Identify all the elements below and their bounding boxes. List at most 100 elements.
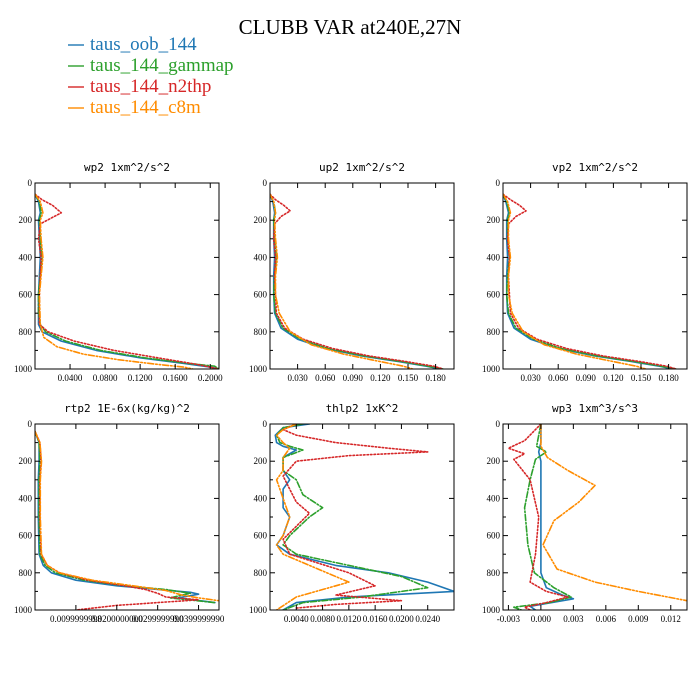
x-tick-label: 0.060 [548,373,569,383]
series-taus-144-gammap [275,424,429,610]
series-taus-144-n2thp [35,430,200,610]
panel-6: wp3 1xm^3/s^3 0 200 400 600 800 1000-0.003 0.00… [482,402,688,624]
series-taus-144-n2thp [507,424,569,610]
x-tick-label: 0.012 [661,614,681,624]
x-tick-label: 0.0040 [284,614,309,624]
series-taus-oob-144 [529,424,575,610]
y-tick-label: 200 [19,456,33,466]
series-taus-oob-144 [270,193,441,369]
plot-frame [502,182,688,370]
y-tick-label: 800 [19,568,33,578]
plot-frame [34,423,220,611]
y-tick-label: 1000 [14,605,33,615]
plot-frame [269,182,455,370]
y-tick-label: 800 [254,327,268,337]
panel-title: up2 1xm^2/s^2 [319,161,405,174]
legend-entry-taus-144-n2thp: taus_144_n2thp [90,76,211,97]
x-tick-label: 0.0099999998 [50,614,102,624]
x-tick-label: 0.150 [398,373,419,383]
series-taus-144-c8m [540,424,687,602]
series-taus-144-gammap [35,430,216,604]
series-taus-oob-144 [35,430,216,604]
series-taus-144-c8m [270,193,414,369]
y-tick-label: 1000 [249,364,268,374]
y-tick-label: 800 [254,568,268,578]
y-tick-label: 0 [28,419,33,429]
series-taus-oob-144 [274,424,454,610]
panel-title: wp2 1xm^2/s^2 [84,161,170,174]
panel-title: wp3 1xm^3/s^3 [552,402,638,415]
series-taus-144-n2thp [270,193,444,369]
x-tick-label: 0.1200 [128,373,153,383]
y-tick-label: 0 [496,178,501,188]
series-taus-144-n2thp [282,424,429,609]
y-tick-label: 600 [19,290,33,300]
x-tick-label: 0.1600 [163,373,188,383]
y-tick-label: 400 [254,252,268,262]
x-tick-label: 0.0160 [363,614,388,624]
series-taus-144-n2thp [503,193,677,369]
x-tick-label: 0.000 [531,614,552,624]
x-tick-label: 0.180 [658,373,679,383]
panel-4: rtp2 1E-6x(kg/kg)^2 0 200 400 600 800 1000 0.00… [14,402,225,624]
y-tick-label: 600 [487,290,501,300]
x-tick-label: 0.003 [563,614,584,624]
x-tick-label: 0.120 [370,373,391,383]
y-tick-label: 400 [487,493,501,503]
panel-5: thlp2 1xK^2 0 200 400 600 800 1000 0.0040 0.0080… [249,402,455,624]
panel-title: vp2 1xm^2/s^2 [552,161,638,174]
x-tick-label: 0.2000 [198,373,223,383]
legend-entry-taus-144-gammap: taus_144_gammap [90,55,234,76]
panel-1: wp2 1xm^2/s^2 0 200 400 600 800 1000 0.0400 0.08… [14,161,223,383]
x-tick-label: 0.0299999990 [132,614,184,624]
y-tick-label: 200 [254,456,268,466]
x-tick-label: 0.030 [520,373,541,383]
legend-entry-taus-oob-144: taus_oob_144 [90,34,197,55]
panel-3: vp2 1xm^2/s^2 0 200 400 600 800 1000 0.030 0.060… [482,161,688,383]
x-tick-label: 0.150 [631,373,652,383]
y-tick-label: 200 [487,215,501,225]
y-tick-label: 400 [19,493,33,503]
series-taus-144-gammap [270,193,444,369]
y-tick-label: 1000 [482,364,501,374]
x-tick-label: 0.009 [628,614,649,624]
y-tick-label: 1000 [482,605,501,615]
x-tick-label: 0.0120 [336,614,361,624]
series-taus-144-gammap [503,193,677,369]
y-tick-label: 400 [254,493,268,503]
figure-title: CLUBB VAR at240E,27N [239,15,462,39]
x-tick-label: 0.0200 [389,614,414,624]
series-taus-144-c8m [275,424,350,610]
series-taus-144-n2thp [35,193,219,369]
x-tick-label: 0.0200000000 [91,614,143,624]
x-tick-label: 0.0400 [58,373,83,383]
y-tick-label: 0 [496,419,501,429]
y-tick-label: 800 [487,327,501,337]
series-taus-144-c8m [35,430,219,602]
series-taus-144-gammap [513,424,572,610]
panels: wp2 1xm^2/s^2 0 200 400 600 800 1000 0.0400 0.08… [14,161,688,624]
y-tick-label: 400 [487,252,501,262]
series-taus-144-gammap [35,193,219,369]
x-tick-label: 0.006 [596,614,617,624]
y-tick-label: 200 [19,215,33,225]
y-tick-label: 0 [28,178,33,188]
series-taus-144-c8m [503,193,647,369]
x-tick-label: 0.090 [576,373,597,383]
x-tick-label: 0.060 [315,373,336,383]
series-taus-oob-144 [35,193,219,369]
panel-title: thlp2 1xK^2 [326,402,399,415]
y-tick-label: 0 [263,419,268,429]
y-tick-label: 200 [487,456,501,466]
x-tick-label: 0.0399999990 [173,614,225,624]
y-tick-label: 600 [19,531,33,541]
y-tick-label: 0 [263,178,268,188]
legend: taus_oob_144taus_144_gammaptaus_144_n2th… [68,34,234,118]
y-tick-label: 1000 [249,605,268,615]
y-tick-label: 800 [487,568,501,578]
y-tick-label: 1000 [14,364,33,374]
x-tick-label: 0.0240 [415,614,440,624]
panel-title: rtp2 1E-6x(kg/kg)^2 [64,402,190,415]
x-tick-label: 0.0800 [93,373,118,383]
